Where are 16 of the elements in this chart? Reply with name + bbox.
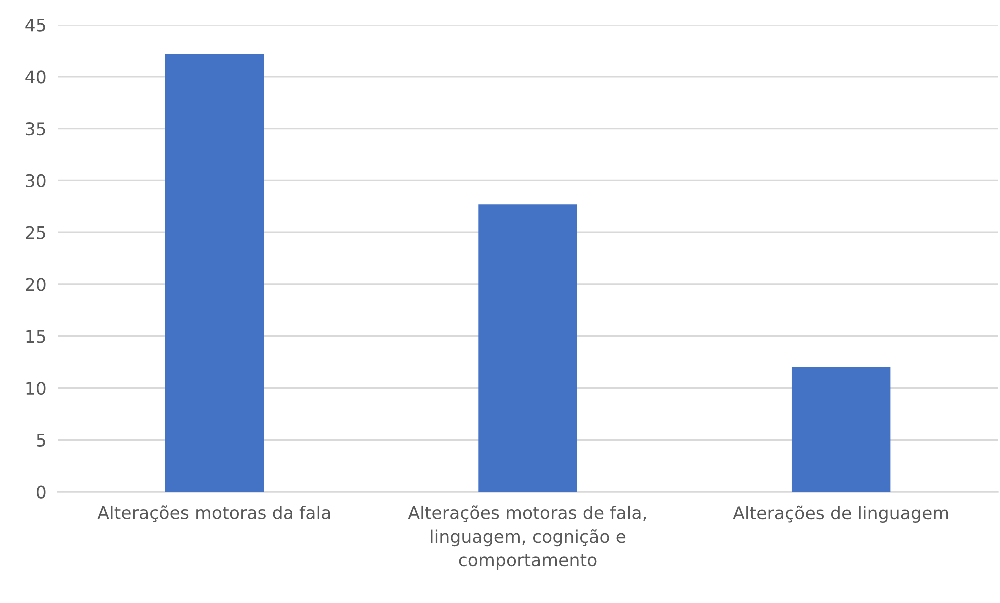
x-tick-label: Alterações de linguagem	[733, 506, 948, 524]
x-tick-label: Alterações motoras da fala	[98, 506, 330, 523]
y-tick-label: 45	[26, 18, 46, 32]
x-tick-label: Alterações motoras de fala, linguagem, cognição e comportamento	[408, 506, 646, 570]
y-tick-label: 35	[26, 122, 46, 136]
bar	[165, 54, 264, 492]
y-tick-label: 25	[26, 226, 46, 240]
bar	[478, 204, 578, 492]
y-tick-label: 0	[36, 486, 46, 499]
y-tick-label: 20	[26, 278, 46, 292]
y-tick-label: 5	[37, 434, 46, 447]
y-tick-label: 10	[26, 382, 46, 396]
y-tick-label: 15	[26, 330, 46, 344]
bar	[792, 368, 891, 492]
y-tick-label: 30	[26, 174, 46, 188]
y-tick-label: 40	[26, 70, 46, 84]
